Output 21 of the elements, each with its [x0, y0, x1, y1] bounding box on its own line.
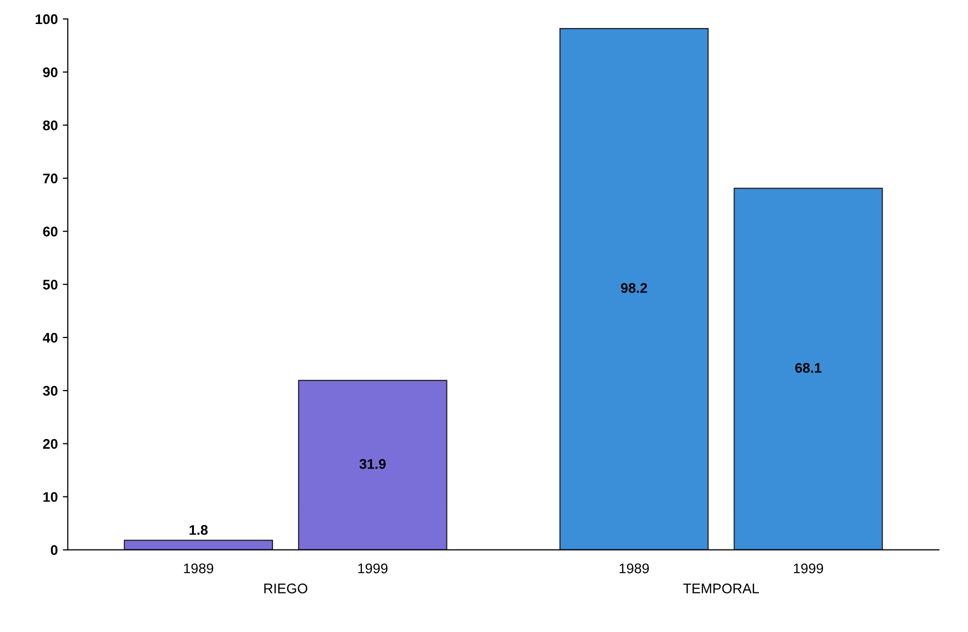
- y-tick-label: 10: [43, 492, 58, 502]
- data-label: 1.8: [190, 525, 208, 535]
- text: 1989: [620, 563, 649, 574]
- y-tick-label: 100: [36, 14, 58, 24]
- x-tick-label: TEMPORAL: [683, 584, 759, 594]
- x-tick-label: RIEGO: [264, 584, 308, 594]
- y-tick-label: 60: [43, 226, 58, 236]
- data-label: 68.1: [795, 362, 822, 373]
- data-label: 31.9: [359, 459, 386, 469]
- y-tick-label: 80: [43, 120, 58, 130]
- y-tick-label: 90: [43, 67, 58, 78]
- series-label: 1989: [184, 563, 214, 574]
- y-tick-label: 50: [43, 280, 58, 290]
- y-tick-label: 70: [43, 174, 58, 184]
- y-tick-label: 30: [42, 386, 58, 396]
- series-label: 1999: [358, 563, 388, 574]
- data-label: 98.2: [621, 283, 647, 293]
- text: 1999: [794, 563, 824, 574]
- y-tick-label: 0: [50, 545, 58, 556]
- y-tick-label: 20: [43, 439, 58, 449]
- y-tick-label: 40: [42, 332, 58, 343]
